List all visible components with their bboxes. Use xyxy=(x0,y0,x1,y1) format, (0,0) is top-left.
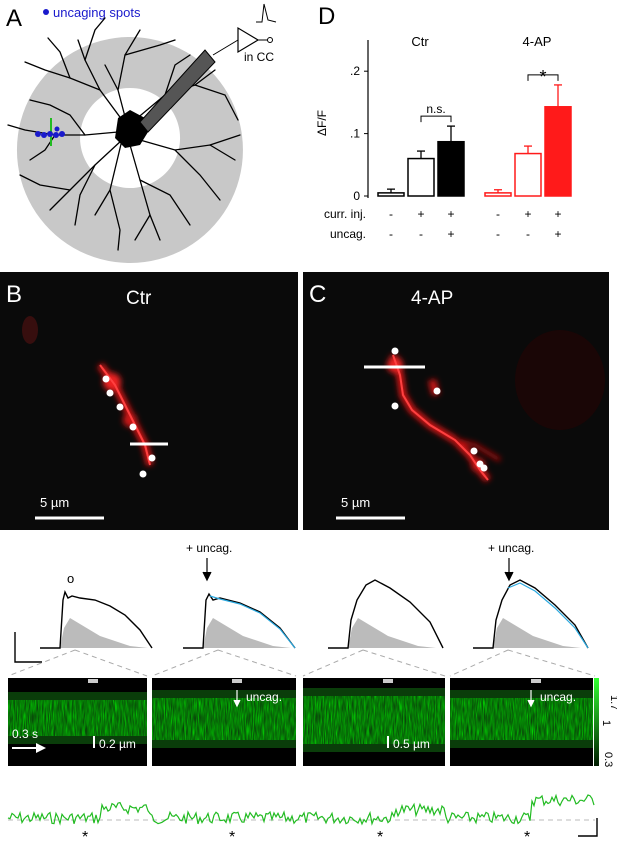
row-label: curr. inj. xyxy=(324,207,366,221)
panel-c-letter: C xyxy=(309,281,326,308)
row-symbol: + xyxy=(554,207,561,221)
y-tick-label: .2 xyxy=(350,64,360,78)
colorbar xyxy=(594,678,599,766)
panel-a-letter: A xyxy=(6,5,22,32)
panel-b: B Ctr 5 µm xyxy=(0,272,298,530)
linescan-1 xyxy=(8,678,147,766)
linescan-4 xyxy=(450,678,593,766)
panel-b-title: Ctr xyxy=(126,288,152,309)
neuron-dendrites xyxy=(7,17,241,251)
row-symbol: - xyxy=(419,227,423,241)
trace-scalebar xyxy=(14,632,42,663)
bar xyxy=(377,192,405,197)
panel-c: C 4-AP 5 µm xyxy=(303,272,609,530)
pipette-shape xyxy=(139,49,216,133)
asterisk-4: * xyxy=(524,829,530,845)
colorbar-ticks: 1.7 1 0.3 xyxy=(600,695,617,767)
uncag-arrows xyxy=(202,558,514,582)
bar xyxy=(407,157,435,197)
linescan-3 xyxy=(303,678,445,766)
row-symbol: + xyxy=(524,207,531,221)
bar xyxy=(437,140,465,197)
panel-d: D 0 .1 .2 ΔF/F Ctr n.s. 4-AP * curr. inj. - + + - + + u… xyxy=(315,3,572,241)
asterisks: * * * * xyxy=(82,829,530,845)
bar xyxy=(544,106,572,197)
legend-dot-icon xyxy=(43,9,49,15)
amplifier-terminal xyxy=(267,37,273,43)
row-symbol: + xyxy=(417,207,424,221)
row-symbol: - xyxy=(496,207,500,221)
space-bar-label-1: 0.2 µm xyxy=(99,737,136,751)
asterisk-3: * xyxy=(377,829,383,845)
row-symbol: - xyxy=(496,227,500,241)
legend-uncaging-label: uncaging spots xyxy=(53,5,141,20)
linescan-uncag-label-2: uncag. xyxy=(540,690,576,704)
annulus-shape xyxy=(16,37,243,263)
dendrite-core-b xyxy=(99,364,151,466)
significance-label: n.s. xyxy=(426,102,445,116)
asterisk-2: * xyxy=(229,829,235,845)
scalebar-c-label: 5 µm xyxy=(341,495,370,510)
amplifier-icon xyxy=(237,26,260,54)
background-blob-b xyxy=(22,316,38,344)
spike-icon xyxy=(256,3,277,23)
row-symbol: + xyxy=(447,227,454,241)
significance-label: * xyxy=(539,67,546,87)
group-title: 4-AP xyxy=(523,34,552,49)
colorbar-tick-low: 0.3 xyxy=(602,752,614,767)
uncag-label-1: + uncag. xyxy=(186,541,232,555)
pipette-wire xyxy=(212,39,239,56)
linescan-uncag-label-1: uncag. xyxy=(246,690,282,704)
colorbar-tick-mid: 1 xyxy=(600,720,612,726)
row-label: uncag. xyxy=(330,227,366,241)
zoom-dashed-lines xyxy=(7,649,596,677)
group-title: Ctr xyxy=(411,34,429,49)
bar-chart: 0 .1 .2 ΔF/F Ctr n.s. 4-AP * curr. inj. - + + - + + unc… xyxy=(315,34,572,241)
scalebar-b-label: 5 µm xyxy=(40,495,69,510)
significance-bracket xyxy=(420,115,452,123)
asterisk-1: * xyxy=(82,829,88,845)
space-bar-label-2: 0.5 µm xyxy=(393,737,430,751)
uncaging-spots-b xyxy=(102,375,156,478)
fit-traces xyxy=(209,582,589,649)
ap-grey-fills xyxy=(60,618,581,648)
calcium-scalebar xyxy=(578,818,598,837)
y-tick-label: 0 xyxy=(353,189,360,203)
row-symbol: + xyxy=(447,207,454,221)
voltage-traces xyxy=(40,579,589,649)
traces-row: o + uncag. + uncag. xyxy=(7,541,596,677)
background-blob-c xyxy=(515,330,605,430)
linescan-2 xyxy=(152,678,296,766)
open-circle-marker: o xyxy=(67,571,74,586)
calcium-trace xyxy=(7,793,595,826)
bar xyxy=(484,192,512,197)
y-axis-label: ΔF/F xyxy=(315,110,329,136)
linescans-row: uncag. uncag. 0.3 s 0.2 µm 0.5 µm 1.7 1 … xyxy=(8,678,617,767)
panel-c-title: 4-AP xyxy=(411,288,453,309)
row-symbol: - xyxy=(389,207,393,221)
panel-b-image xyxy=(0,272,298,530)
panel-a: A uncaging spots xyxy=(6,3,277,263)
linescan-uncag-arrows xyxy=(233,690,535,708)
time-arrow xyxy=(12,743,46,753)
bar xyxy=(514,152,542,197)
colorbar-tick-high: 1.7 xyxy=(608,695,617,710)
time-label: 0.3 s xyxy=(12,727,38,741)
y-tick-label: .1 xyxy=(350,127,360,141)
panel-d-letter: D xyxy=(318,3,335,30)
row-symbol: - xyxy=(526,227,530,241)
stimulus-markers xyxy=(88,679,541,683)
in-cc-label: in CC xyxy=(244,50,274,64)
panel-b-letter: B xyxy=(6,281,22,308)
calcium-traces-row: * * * * xyxy=(7,793,598,845)
significance-bracket xyxy=(527,74,559,81)
uncaging-spots-a xyxy=(35,126,65,138)
uncaging-spots-c xyxy=(391,347,488,472)
row-symbol: - xyxy=(389,227,393,241)
row-symbol: + xyxy=(554,227,561,241)
soma-shape xyxy=(115,110,148,148)
uncag-label-2: + uncag. xyxy=(488,541,534,555)
